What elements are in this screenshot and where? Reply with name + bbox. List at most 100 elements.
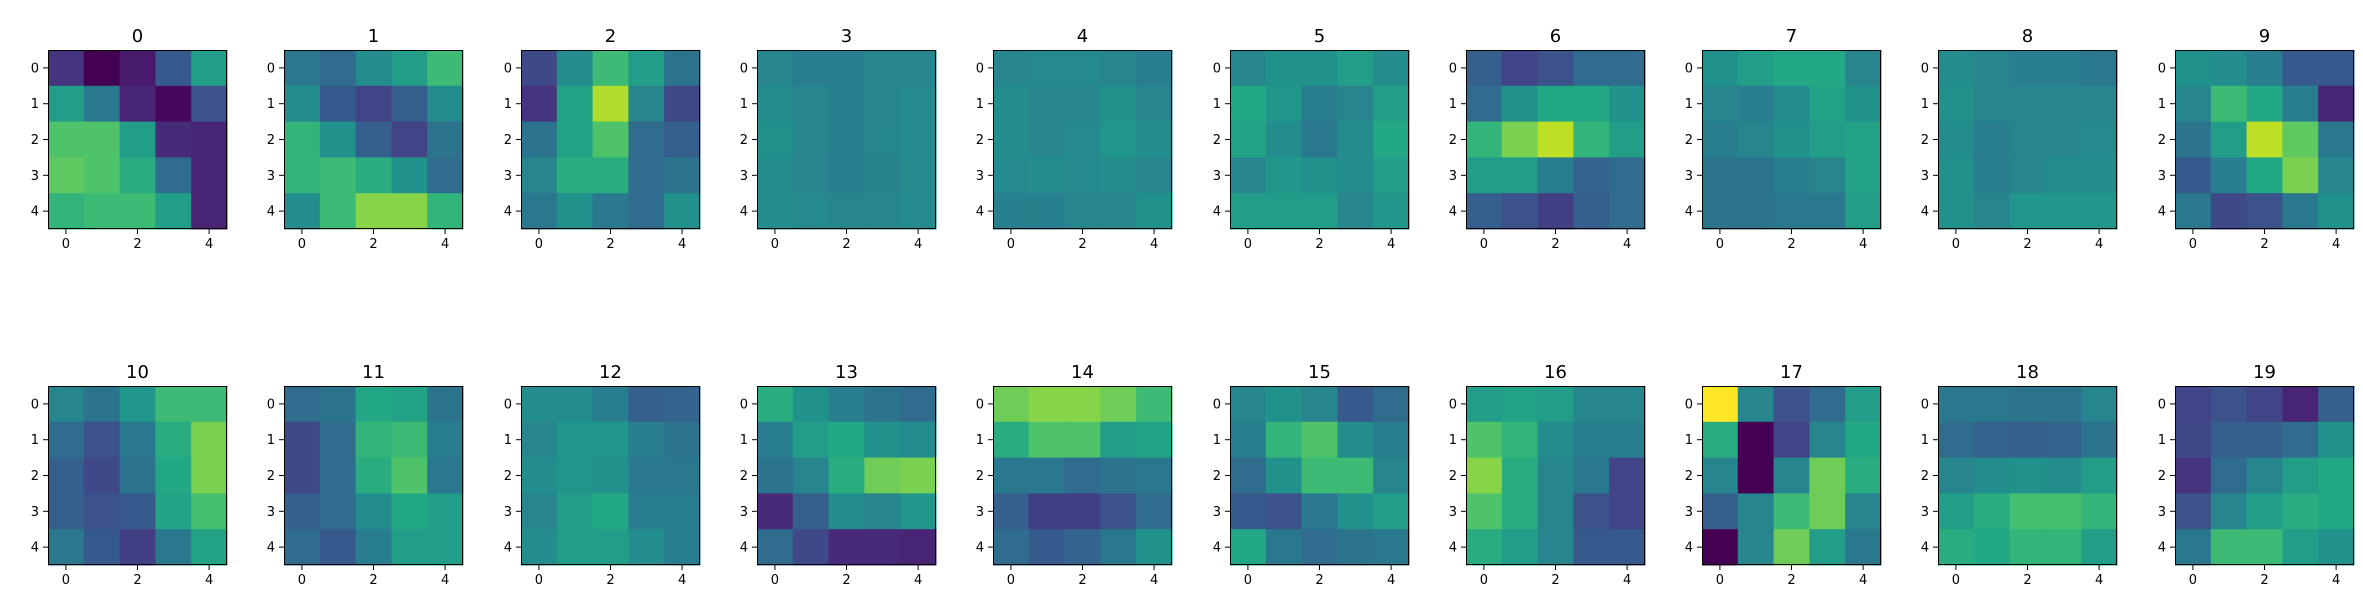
heatmap-cell <box>48 85 85 123</box>
heatmap-cell <box>2045 493 2082 530</box>
heatmap-cell <box>1064 121 1101 158</box>
panel-title: 15 <box>1308 362 1331 383</box>
heatmap-cell <box>355 85 392 123</box>
heatmap-cell <box>900 157 937 194</box>
heatmap-cell <box>1100 457 1137 494</box>
y-tick-label: 2 <box>1213 469 1221 484</box>
heatmap-panel: 16 0 2 4 0 1 2 3 4 <box>1449 362 1646 588</box>
x-tick-label: 2 <box>1787 237 1795 252</box>
heatmap-cell <box>556 421 594 459</box>
heatmap-panel: 1 0 2 4 0 1 2 3 4 <box>267 26 464 252</box>
heatmap-cell <box>355 386 392 423</box>
heatmap-cell <box>521 421 558 459</box>
heatmap-cell <box>1609 85 1646 123</box>
heatmap-cell <box>2081 421 2118 459</box>
heatmap-cell <box>284 421 321 459</box>
heatmap-panel: 4 0 2 4 0 1 2 3 4 <box>976 26 1173 252</box>
heatmap-cell <box>1973 529 2011 566</box>
heatmap-cell <box>391 493 428 530</box>
heatmap-panel: 6 0 2 4 0 1 2 3 4 <box>1449 26 1646 252</box>
heatmap-cell <box>1737 121 1775 158</box>
heatmap-cell <box>2282 457 2319 494</box>
heatmap-cell <box>1702 85 1739 123</box>
heatmap-cell <box>1702 386 1739 423</box>
heatmap-cell <box>2009 50 2046 87</box>
panel-title: 5 <box>1314 26 1325 47</box>
heatmap-cell <box>1028 386 1066 423</box>
y-tick-label: 2 <box>1685 133 1693 148</box>
heatmap-cell <box>284 493 321 530</box>
heatmap-cell <box>556 157 594 194</box>
y-tick-label: 3 <box>1685 169 1693 184</box>
heatmap-cell <box>556 121 594 158</box>
heatmap-cell <box>2175 85 2212 123</box>
heatmap-cell <box>556 457 594 494</box>
heatmap-cell <box>155 457 192 494</box>
heatmap-cell <box>1064 193 1101 230</box>
heatmap-cell <box>1028 421 1066 459</box>
heatmap-cell <box>556 529 594 566</box>
heatmap-cell <box>1301 85 1338 123</box>
heatmap-cell <box>83 50 121 87</box>
heatmap-cell <box>664 457 701 494</box>
heatmap-cell <box>391 85 428 123</box>
heatmap-cell <box>864 85 901 123</box>
heatmap-cell <box>1028 121 1066 158</box>
heatmap-cell <box>792 529 830 566</box>
y-tick-label: 0 <box>740 61 748 76</box>
heatmap-cell <box>2246 85 2283 123</box>
heatmap-cell <box>1337 50 1374 87</box>
heatmap-cell <box>427 85 464 123</box>
heatmap-cell <box>319 157 357 194</box>
x-tick-label: 2 <box>606 573 614 588</box>
axes-frame <box>1938 386 2117 565</box>
heatmap-cell <box>1573 121 1610 158</box>
y-tick-label: 0 <box>31 397 39 412</box>
heatmap-cell <box>1501 529 1539 566</box>
y-tick-label: 3 <box>504 169 512 184</box>
y-tick-label: 1 <box>1921 433 1929 448</box>
heatmap-cell <box>1737 493 1775 530</box>
heatmap-cell <box>2210 386 2248 423</box>
heatmap-cell <box>2175 157 2212 194</box>
heatmap-cell <box>864 193 901 230</box>
y-tick-label: 3 <box>1449 169 1457 184</box>
heatmap-cell <box>427 493 464 530</box>
heatmap-cell <box>592 493 629 530</box>
heatmap-cell <box>284 193 321 230</box>
heatmap-cell <box>828 421 865 459</box>
heatmap-cell <box>1845 193 1882 230</box>
heatmap-cell <box>2009 421 2046 459</box>
panel-title: 1 <box>368 26 379 47</box>
heatmap-cell <box>993 193 1030 230</box>
y-tick-label: 4 <box>31 205 39 220</box>
heatmap-cell <box>2009 85 2046 123</box>
y-tick-label: 2 <box>31 469 39 484</box>
heatmap-cell <box>828 85 865 123</box>
heatmap-cell <box>792 421 830 459</box>
heatmap-cell <box>191 529 228 566</box>
y-tick-label: 0 <box>1213 397 1221 412</box>
axes-frame <box>2175 386 2354 565</box>
y-tick-label: 0 <box>1921 61 1929 76</box>
heatmap-cell <box>48 493 85 530</box>
y-tick-label: 2 <box>31 133 39 148</box>
heatmap-cell <box>1501 421 1539 459</box>
heatmap-cell <box>1301 121 1338 158</box>
heatmap-cell <box>1064 529 1101 566</box>
heatmap-cell <box>1537 421 1574 459</box>
heatmap-cell <box>521 85 558 123</box>
heatmap-cell <box>1809 457 1846 494</box>
heatmap-cell <box>2009 457 2046 494</box>
heatmap-cell <box>1573 457 1610 494</box>
heatmap-cell <box>521 193 558 230</box>
heatmap-cell <box>1845 85 1882 123</box>
heatmap-cell <box>1373 50 1410 87</box>
heatmap-cell <box>1466 493 1503 530</box>
heatmap-cell <box>1938 193 1975 230</box>
heatmap-cell <box>2318 386 2355 423</box>
heatmap-cell <box>1337 157 1374 194</box>
heatmap-panel: 7 0 2 4 0 1 2 3 4 <box>1685 26 1882 252</box>
heatmap-cell <box>1466 193 1503 230</box>
heatmap-cell <box>1702 457 1739 494</box>
